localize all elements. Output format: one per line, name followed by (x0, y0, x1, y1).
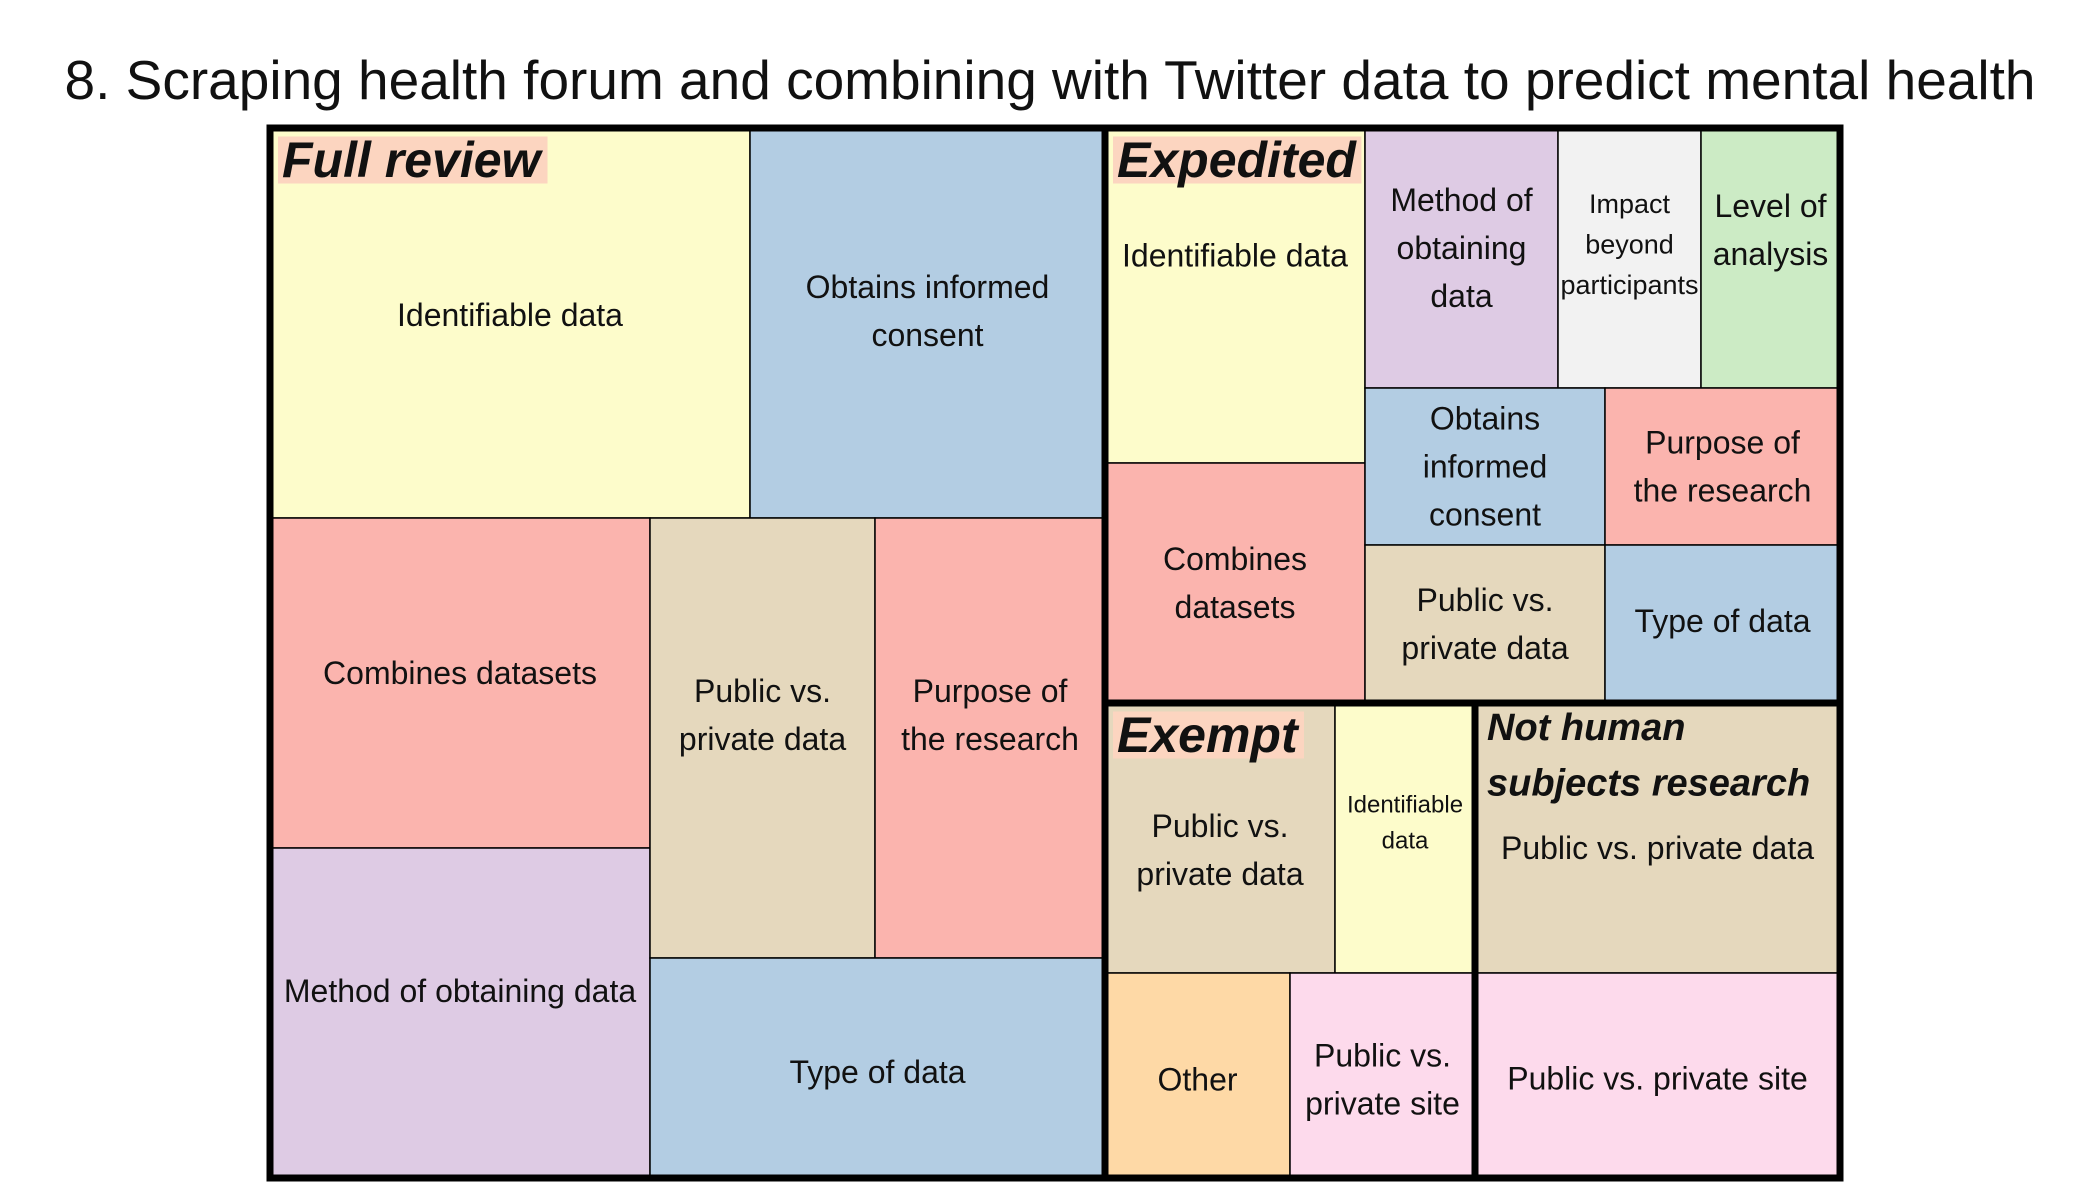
group-not-human-subjects-research: Public vs. private data Public vs. privat… (1474, 702, 1841, 1179)
cell-exempt-other-label: Other (1157, 1062, 1237, 1098)
cell-full-review-identifiable-data (269, 127, 751, 519)
group-expedited: Identifiable data Combines datasets Method … (1104, 127, 1841, 704)
cell-full-review-method-of-obtaining-data (269, 847, 651, 1179)
cell-expedited-method-of-obtaining-data (1364, 127, 1559, 389)
cell-expedited-combines-datasets (1104, 462, 1366, 704)
cell-full-review-obtains-informed-consent-label: Obtains informed consent (806, 269, 1050, 353)
cell-not-human-subjects-research-public-vs-private-data-label: Public vs. private data (1501, 830, 1814, 866)
cell-expedited-level-of-analysis-label: Level of analysis (1713, 188, 1829, 272)
cell-expedited-method-of-obtaining-data-label: Method of obtaining data (1390, 182, 1532, 314)
cell-expedited-identifiable-data-label: Identifiable data (1122, 238, 1348, 274)
group-label-full-review: Full review (282, 132, 544, 188)
cell-exempt-public-vs-private-data-label: Public vs. private data (1136, 808, 1303, 892)
group-frame-not-human-subjects-research (1471, 699, 1844, 1182)
group-full-review: Identifiable data Obtains informed consent… (269, 127, 1106, 1179)
cell-full-review-public-vs-private-data-label: Public vs. private data (679, 673, 846, 757)
cell-not-human-subjects-research-public-vs-private-site (1474, 972, 1841, 1179)
group-label-not-human-subjects-research: Not human subjects research (1487, 707, 1810, 804)
cell-expedited-impact-beyond-participants-label: Impact beyond participants (1560, 189, 1698, 300)
cell-expedited-combines-datasets-label: Combines datasets (1163, 541, 1307, 625)
cell-full-review-purpose-of-the-research-label: Purpose of the research (901, 673, 1079, 757)
cell-full-review-type-of-data-label: Type of data (789, 1054, 965, 1090)
cell-expedited-public-vs-private-data-label: Public vs. private data (1401, 582, 1568, 666)
cell-not-human-subjects-research-public-vs-private-site-label: Public vs. private site (1507, 1061, 1808, 1097)
cell-exempt-other (1104, 972, 1291, 1179)
cell-full-review-method-of-obtaining-data-label: Method of obtaining data (284, 973, 636, 1009)
cell-exempt-public-vs-private-site-label: Public vs. private site (1305, 1038, 1460, 1122)
cell-full-review-identifiable-data-label: Identifiable data (397, 297, 623, 333)
cell-expedited-type-of-data-label: Type of data (1634, 603, 1810, 639)
cell-full-review-combines-datasets-label: Combines datasets (323, 655, 597, 691)
cell-expedited-obtains-informed-consent (1364, 387, 1606, 546)
cell-exempt-public-vs-private-site (1289, 972, 1476, 1179)
cell-expedited-purpose-of-the-research (1604, 387, 1841, 546)
group-label-expedited: Expedited (1117, 132, 1357, 188)
group-exempt: Public vs. private data Identifiable data Ot… (1104, 702, 1476, 1179)
cell-expedited-type-of-data (1604, 544, 1841, 704)
cell-full-review-public-vs-private-data (649, 517, 876, 959)
cell-expedited-public-vs-private-data (1364, 544, 1606, 704)
group-label-highlight-full-review (278, 136, 548, 184)
group-label-highlight-expedited (1113, 136, 1362, 184)
cell-exempt-identifiable-data-label: Identifiable data (1347, 791, 1463, 854)
cell-full-review-purpose-of-the-research (874, 517, 1106, 959)
cell-expedited-obtains-informed-consent-label: Obtains informed consent (1423, 401, 1548, 533)
chart-title: 8. Scraping health forum and combining w… (64, 49, 2036, 111)
group-label-exempt: Exempt (1117, 707, 1300, 763)
group-label-highlight-exempt (1113, 711, 1304, 759)
cell-not-human-subjects-research-public-vs-private-data (1474, 702, 1841, 974)
cell-expedited-purpose-of-the-research-label: Purpose of the research (1634, 425, 1812, 509)
